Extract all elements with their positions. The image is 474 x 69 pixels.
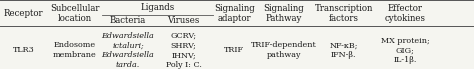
Text: Edwardsiella
ictaluri;
Edwardsiella
tarda.: Edwardsiella ictaluri; Edwardsiella tard… xyxy=(101,32,155,69)
Text: MX protein;
GIG;
IL-1β.: MX protein; GIG; IL-1β. xyxy=(381,37,429,64)
Text: Ligands: Ligands xyxy=(140,3,175,12)
Text: Receptor: Receptor xyxy=(4,9,44,18)
Text: TRIF-dependent
pathway: TRIF-dependent pathway xyxy=(251,41,317,59)
Text: Transcription
factors: Transcription factors xyxy=(314,4,373,23)
Text: TRIF: TRIF xyxy=(224,46,244,54)
Text: Bacteria: Bacteria xyxy=(110,16,146,25)
Text: Subcellular
location: Subcellular location xyxy=(50,4,100,23)
Text: Endosome
membrane: Endosome membrane xyxy=(53,41,97,59)
Text: Signaling
adaptor: Signaling adaptor xyxy=(214,4,255,23)
Text: NF-κB;
IFN-β.: NF-κB; IFN-β. xyxy=(329,41,358,59)
Text: Effector
cytokines: Effector cytokines xyxy=(385,4,426,23)
Text: TLR3: TLR3 xyxy=(13,46,35,54)
Text: Signaling
Pathway: Signaling Pathway xyxy=(264,4,304,23)
Text: Viruses: Viruses xyxy=(167,16,200,25)
Text: GCRV;
SHRV;
IHNV;
Poly I: C.: GCRV; SHRV; IHNV; Poly I: C. xyxy=(166,32,201,69)
